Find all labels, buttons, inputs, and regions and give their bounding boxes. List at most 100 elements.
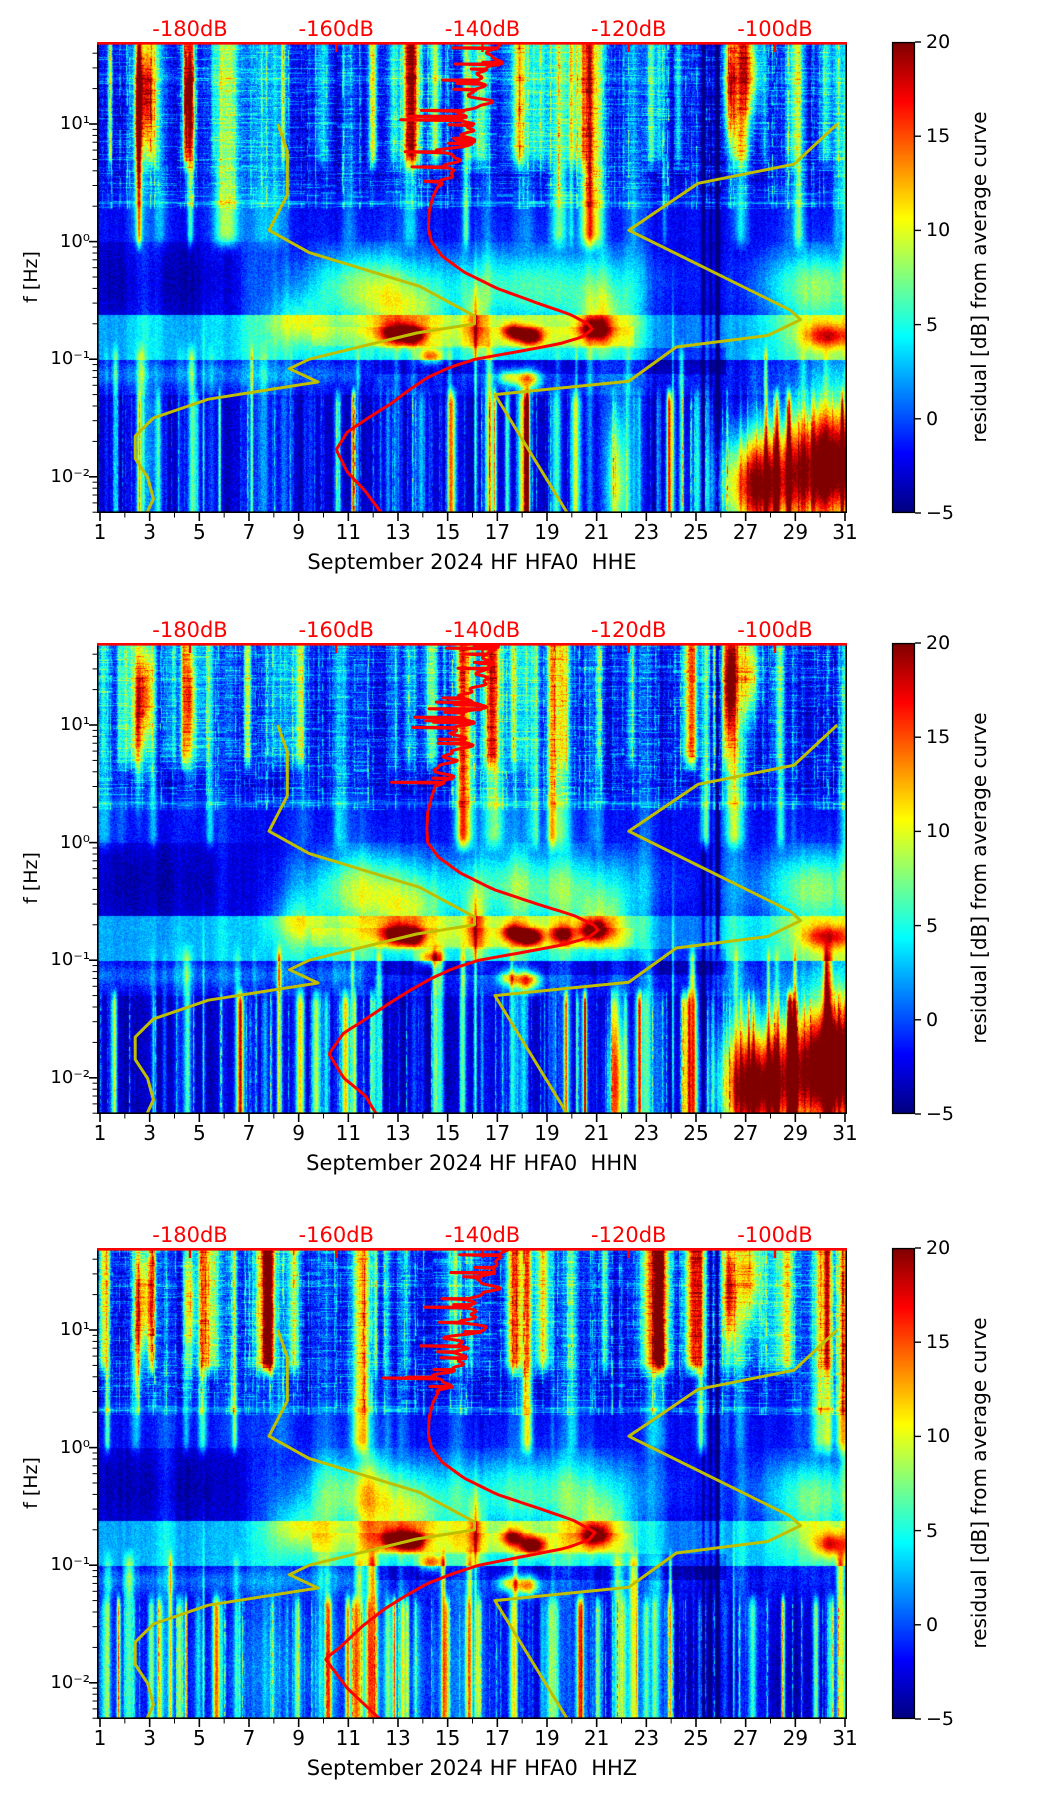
colorbar-tick-label: −5 bbox=[926, 502, 955, 524]
top-db-tick-label: -180dB bbox=[152, 1223, 228, 1247]
x-tick-label: 13 bbox=[385, 520, 411, 544]
y-tick-label: 10¹ bbox=[59, 1319, 90, 1340]
top-db-tick-label: -120dB bbox=[591, 1223, 667, 1247]
x-tick-label: 21 bbox=[583, 1726, 610, 1750]
colorbar-tick-label: 15 bbox=[926, 125, 951, 148]
colorbar-tick-label: 20 bbox=[926, 31, 951, 53]
colorbar-canvas-hhe bbox=[892, 42, 915, 513]
x-tick-label: 19 bbox=[534, 1726, 560, 1750]
colorbar-tick-label: 15 bbox=[926, 726, 951, 749]
x-tick-label: 19 bbox=[534, 520, 560, 544]
colorbar-tick-label: 5 bbox=[926, 914, 939, 937]
x-tick-label: 29 bbox=[782, 520, 809, 544]
colorbar-tick-label: 20 bbox=[926, 632, 951, 654]
top-db-tick-label: -100dB bbox=[737, 17, 813, 41]
top-db-tick-label: -100dB bbox=[737, 618, 813, 642]
x-tick-label: 5 bbox=[192, 520, 206, 544]
x-tick-label: 3 bbox=[143, 1121, 157, 1145]
y-tick-label: 10¹ bbox=[59, 113, 90, 134]
top-db-tick-label: -180dB bbox=[152, 618, 228, 642]
spectrogram-canvas-hhn bbox=[97, 643, 847, 1114]
colorbar-canvas-hhz bbox=[892, 1248, 915, 1719]
colorbar-label: residual [dB] from average curve bbox=[967, 1317, 991, 1649]
top-db-tick-label: -140dB bbox=[444, 618, 521, 642]
colorbar-canvas-hhn bbox=[892, 643, 915, 1114]
y-tick-label: 10⁻² bbox=[50, 1066, 90, 1088]
x-tick-label: 5 bbox=[192, 1121, 206, 1145]
top-db-tick-label: -180dB bbox=[152, 17, 228, 41]
x-tick-label: 1 bbox=[93, 1121, 107, 1145]
x-tick-label: 13 bbox=[385, 1726, 411, 1750]
colorbar-tick-label: −5 bbox=[926, 1708, 955, 1730]
y-tick-label: 10⁻¹ bbox=[50, 1554, 90, 1576]
x-tick-label: 11 bbox=[335, 1726, 362, 1750]
panel-title: September 2024 HF HFA0 HHN bbox=[306, 1151, 638, 1175]
x-tick-label: 27 bbox=[732, 1726, 759, 1750]
y-axis-label: f [Hz] bbox=[20, 251, 42, 303]
x-tick-label: 31 bbox=[832, 1726, 858, 1750]
colorbar-tick-label: 10 bbox=[926, 219, 951, 242]
x-tick-label: 27 bbox=[732, 1121, 759, 1145]
colorbar-tick-label: 0 bbox=[926, 1008, 939, 1031]
x-tick-label: 7 bbox=[242, 1121, 256, 1145]
y-axis-label: f [Hz] bbox=[20, 852, 42, 904]
colorbar-label: residual [dB] from average curve bbox=[967, 111, 991, 443]
x-tick-label: 1 bbox=[93, 1726, 107, 1750]
y-tick-label: 10¹ bbox=[59, 714, 90, 735]
top-db-tick-label: -120dB bbox=[591, 17, 667, 41]
colorbar-tick-label: −5 bbox=[926, 1103, 955, 1125]
x-tick-label: 7 bbox=[242, 520, 256, 544]
top-db-tick-label: -160dB bbox=[298, 618, 374, 642]
x-tick-label: 15 bbox=[434, 1121, 461, 1145]
top-db-tick-label: -140dB bbox=[444, 1223, 521, 1247]
x-tick-label: 25 bbox=[683, 520, 709, 544]
x-tick-label: 25 bbox=[683, 1726, 709, 1750]
spectrogram-canvas-hhe bbox=[97, 42, 847, 513]
y-tick-label: 10⁰ bbox=[59, 831, 90, 853]
top-db-tick-label: -140dB bbox=[444, 17, 521, 41]
x-tick-label: 5 bbox=[192, 1726, 206, 1750]
x-tick-label: 19 bbox=[534, 1121, 560, 1145]
y-tick-label: 10⁻¹ bbox=[50, 949, 90, 971]
x-tick-label: 29 bbox=[782, 1726, 809, 1750]
y-axis-label: f [Hz] bbox=[20, 1457, 42, 1509]
x-tick-label: 29 bbox=[782, 1121, 809, 1145]
x-tick-label: 15 bbox=[434, 1726, 461, 1750]
x-tick-label: 17 bbox=[484, 1726, 511, 1750]
x-tick-label: 3 bbox=[143, 520, 157, 544]
top-db-tick-label: -100dB bbox=[737, 1223, 813, 1247]
x-tick-label: 31 bbox=[832, 520, 858, 544]
colorbar-tick-label: 5 bbox=[926, 1519, 939, 1542]
x-tick-label: 25 bbox=[683, 1121, 709, 1145]
y-tick-label: 10⁰ bbox=[59, 1436, 90, 1458]
colorbar-tick-label: 0 bbox=[926, 1613, 939, 1636]
colorbar-label: residual [dB] from average curve bbox=[967, 712, 991, 1044]
colorbar-tick-label: 10 bbox=[926, 820, 951, 843]
x-tick-label: 9 bbox=[292, 1726, 306, 1750]
y-tick-label: 10⁻² bbox=[50, 1671, 90, 1693]
x-tick-label: 31 bbox=[832, 1121, 858, 1145]
x-tick-label: 23 bbox=[633, 1726, 660, 1750]
x-tick-label: 17 bbox=[484, 1121, 511, 1145]
x-tick-label: 17 bbox=[484, 520, 511, 544]
colorbar-tick-label: 20 bbox=[926, 1237, 951, 1259]
y-tick-label: 10⁻¹ bbox=[50, 348, 90, 370]
x-tick-label: 23 bbox=[633, 520, 660, 544]
top-db-tick-label: -160dB bbox=[298, 17, 374, 41]
x-tick-label: 1 bbox=[93, 520, 107, 544]
x-tick-label: 21 bbox=[583, 520, 610, 544]
x-tick-label: 9 bbox=[292, 520, 306, 544]
x-tick-label: 11 bbox=[335, 1121, 362, 1145]
y-tick-label: 10⁻² bbox=[50, 465, 90, 487]
panel-title: September 2024 HF HFA0 HHZ bbox=[306, 1756, 638, 1780]
x-tick-label: 9 bbox=[292, 1121, 306, 1145]
colorbar-tick-label: 10 bbox=[926, 1425, 951, 1448]
top-db-tick-label: -160dB bbox=[298, 1223, 374, 1247]
x-tick-label: 11 bbox=[335, 520, 362, 544]
x-tick-label: 23 bbox=[633, 1121, 660, 1145]
x-tick-label: 7 bbox=[242, 1726, 256, 1750]
y-tick-label: 10⁰ bbox=[59, 230, 90, 252]
x-tick-label: 21 bbox=[583, 1121, 610, 1145]
colorbar-tick-label: 5 bbox=[926, 313, 939, 336]
